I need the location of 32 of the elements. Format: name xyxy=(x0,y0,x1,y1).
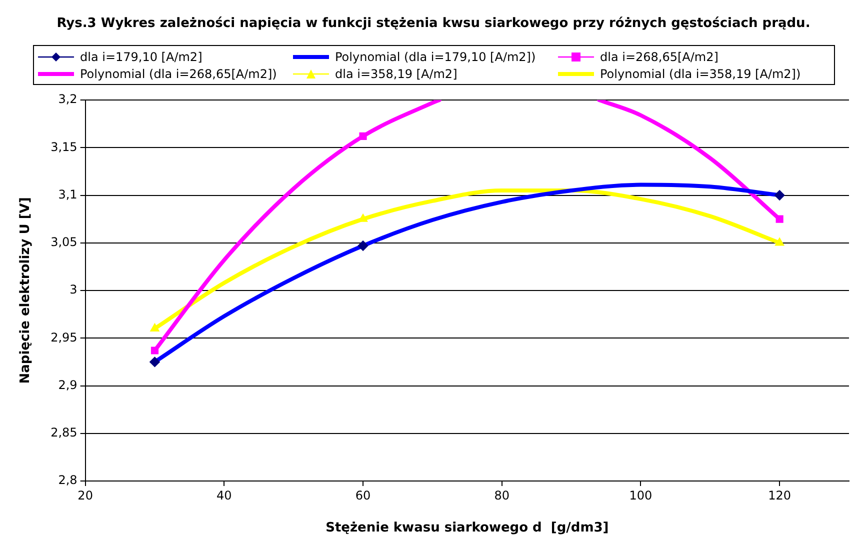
point xyxy=(358,240,368,251)
y-tick-label: 3,05 xyxy=(50,235,78,249)
legend-label: Polynomial (dla i=179,10 [A/m2]) xyxy=(335,50,536,64)
point xyxy=(359,132,367,140)
x-tick-label: 60 xyxy=(355,488,371,502)
point xyxy=(774,190,785,200)
point xyxy=(776,215,784,223)
y-tick-label: 3,1 xyxy=(58,187,78,202)
legend-label: dla i=358,19 [A/m2] xyxy=(335,66,458,80)
legend-label: dla i=268,65[A/m2] xyxy=(600,50,718,64)
y-axis-title: Napięcie elektrolizy U [V] xyxy=(18,197,34,384)
legend-label: Polynomial (dla i=268,65[A/m2]) xyxy=(80,66,277,80)
x-tick-label: 120 xyxy=(768,488,792,502)
legend-label: dla i=179,10 [A/m2] xyxy=(80,50,202,64)
y-tick-label: 2,95 xyxy=(50,330,78,344)
point xyxy=(150,346,159,354)
y-tick-label: 3 xyxy=(70,282,78,297)
y-tick-label: 2,9 xyxy=(58,378,78,392)
y-tick-label: 2,85 xyxy=(50,426,78,440)
x-tick-label: 40 xyxy=(216,488,232,502)
point xyxy=(775,238,784,246)
y-tick-label: 2,8 xyxy=(58,473,78,488)
x-tick-label: 100 xyxy=(629,488,652,502)
legend-label: Polynomial (dla i=358,19 [A/m2]) xyxy=(600,66,801,80)
y-tick-label: 3,2 xyxy=(58,92,78,106)
x-tick-label: 80 xyxy=(494,488,510,502)
y-tick-label: 3,15 xyxy=(50,140,78,154)
x-tick-label: 20 xyxy=(78,488,93,502)
chart-title: Rys.3 Wykres zależności napięcia w funkcji stężenia kwsu siarkowego przy różnych gęstościach prądu. xyxy=(56,16,812,31)
point xyxy=(150,356,160,368)
x-axis-title: Stężenie kwasu siarkowego d [g/dm3] xyxy=(326,520,609,536)
point xyxy=(150,324,160,332)
